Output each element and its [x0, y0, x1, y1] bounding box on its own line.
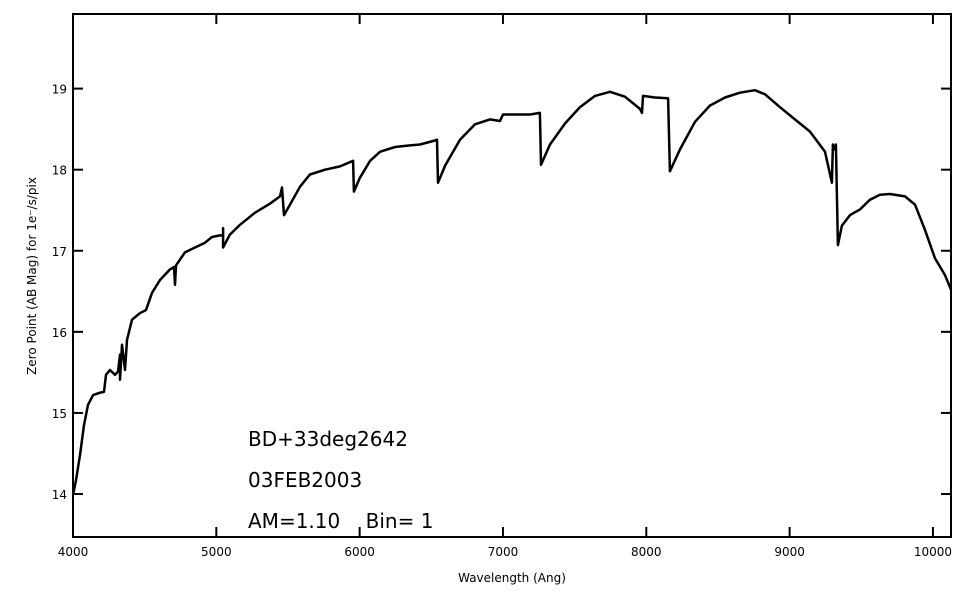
data-line — [71, 88, 953, 496]
x-tick-label: 5000 — [201, 545, 232, 559]
plot-frame — [72, 13, 952, 538]
y-axis-label: Zero Point (AB Mag) for 1e⁻/s/pix — [25, 177, 39, 375]
x-tick-label: 10000 — [914, 545, 952, 559]
x-axis-label: Wavelength (Ang) — [458, 571, 566, 585]
annotation: 03FEB2003 — [248, 468, 362, 492]
y-tick-label: 17 — [52, 245, 67, 259]
annotation: AM=1.10 Bin= 1 — [248, 509, 433, 533]
x-tick-label: 8000 — [631, 545, 662, 559]
annotation: BD+33deg2642 — [248, 427, 408, 451]
y-tick-label: 18 — [52, 164, 67, 178]
y-tick-label: 15 — [52, 407, 67, 421]
x-tick-label: 4000 — [58, 545, 89, 559]
y-tick-label: 16 — [52, 326, 67, 340]
x-tick-label: 7000 — [488, 545, 519, 559]
y-tick-label: 14 — [52, 488, 67, 502]
x-tick-label: 9000 — [774, 545, 805, 559]
y-tick-label: 19 — [52, 83, 67, 97]
x-tick-label: 6000 — [344, 545, 375, 559]
